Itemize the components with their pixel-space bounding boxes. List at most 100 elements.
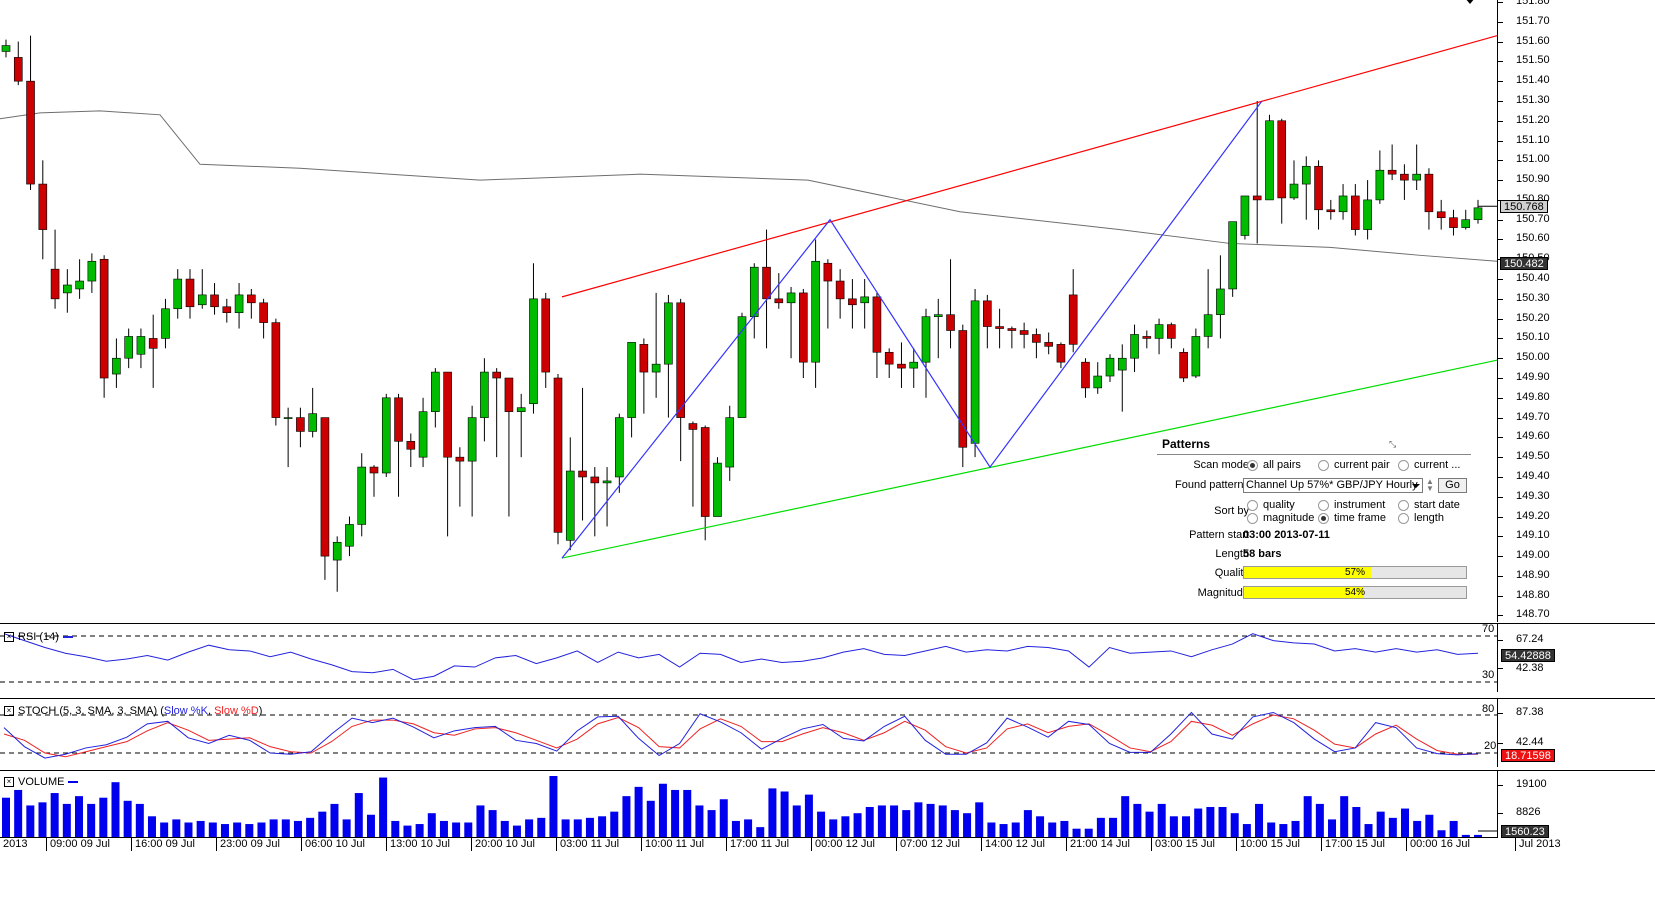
volume-bar	[1364, 824, 1373, 838]
volume-bar	[318, 811, 327, 838]
candle-down	[553, 377, 563, 533]
volume-bar	[160, 822, 169, 838]
sort-magnitude-radio[interactable]: magnitude	[1247, 512, 1314, 524]
volume-bar	[281, 819, 290, 838]
tickmark	[1498, 417, 1503, 419]
stoch-panel[interactable]: × STOCH (5, 3, SMA, 3, SMA) (Slow %K, Slo…	[0, 698, 1655, 767]
candle-down	[799, 292, 808, 363]
tickmark	[1498, 358, 1503, 360]
scan-current-other-radio[interactable]: current ...	[1398, 459, 1460, 471]
rsi-chart[interactable]	[0, 624, 1497, 692]
volume-bar	[658, 783, 667, 838]
volume-bar	[87, 803, 96, 838]
volume-bar	[573, 819, 582, 838]
volume-bar	[184, 822, 193, 838]
volume-bar	[585, 817, 594, 838]
volume-bar	[123, 800, 132, 838]
candle-down	[1044, 342, 1053, 347]
found-patterns-select[interactable]: Channel Up 57%* GBP/JPY Hourly	[1243, 478, 1423, 493]
rsi-current-tag: 54.42888	[1501, 649, 1555, 662]
candle-up	[283, 417, 293, 419]
tickmark	[1498, 713, 1503, 714]
price-tick-label: 150.40	[1516, 272, 1550, 285]
candle-up	[1363, 199, 1372, 230]
volume-tick-high: 19100	[1516, 778, 1547, 790]
tickmark	[1498, 397, 1503, 399]
scan-current-pair-radio[interactable]: current pair	[1318, 459, 1390, 471]
candle-down	[884, 351, 894, 365]
candle-up	[136, 336, 146, 355]
length-value: 58 bars	[1243, 548, 1282, 560]
patterns-panel[interactable]: Patterns ⤡ Scan mode all pairs current p…	[1157, 437, 1471, 605]
collapse-icon[interactable]: ×	[4, 632, 14, 643]
volume-bar	[1413, 820, 1422, 838]
volume-bar	[634, 786, 643, 838]
collapse-icon[interactable]: ×	[4, 777, 14, 788]
volume-bar	[293, 820, 302, 838]
volume-panel[interactable]: × VOLUME 19100 8826 1560.23	[0, 770, 1655, 838]
time-axis-label: 06:00 10 Jul	[301, 838, 365, 851]
stoch-tick-high: 87.38	[1516, 706, 1544, 718]
sort-quality-radio[interactable]: quality	[1247, 499, 1295, 511]
sort-length-radio[interactable]: length	[1398, 512, 1444, 524]
stoch-k-label: Slow %K	[163, 705, 208, 717]
radio-icon	[1398, 512, 1409, 524]
volume-bar	[99, 797, 108, 838]
spinner-icon[interactable]: ▲ ▼	[1426, 477, 1434, 493]
candle-down	[762, 266, 771, 300]
tickmark	[1498, 318, 1503, 320]
quality-value: 57%	[1344, 567, 1365, 578]
radio-icon	[1318, 459, 1329, 471]
candle-down	[247, 294, 256, 304]
time-axis-label: 14:00 12 Jul	[981, 838, 1045, 851]
volume-chart[interactable]	[0, 771, 1497, 838]
collapse-icon[interactable]: ×	[4, 706, 14, 717]
go-button[interactable]: Go	[1438, 478, 1467, 493]
volume-bar	[975, 802, 984, 838]
price-tick-label: 149.80	[1516, 390, 1550, 403]
candle-up	[1216, 288, 1225, 315]
candle-down	[1351, 195, 1360, 230]
volume-bar	[1133, 803, 1142, 838]
candle-down	[1449, 217, 1458, 228]
candle-down	[26, 80, 35, 185]
volume-bar	[1291, 820, 1300, 838]
volume-bar	[269, 819, 278, 838]
found-patterns-value: Channel Up 57%* GBP/JPY Hourly	[1246, 479, 1418, 491]
volume-bar	[26, 805, 35, 838]
price-tick-label: 149.40	[1516, 469, 1550, 482]
price-tick-label: 151.10	[1516, 133, 1550, 146]
price-chart[interactable]	[0, 0, 1497, 622]
rsi-panel[interactable]: × RSI (14) 70 30 67.24 42.38 54.42888	[0, 623, 1655, 692]
resize-handle-icon[interactable]: ⤡	[1389, 439, 1397, 449]
volume-bar	[38, 802, 47, 838]
price-tick-label: 149.70	[1516, 410, 1550, 423]
rsi-current-value: 54.42888	[1505, 650, 1551, 662]
scan-all-pairs-radio[interactable]: all pairs	[1247, 459, 1301, 471]
volume-bar	[379, 777, 388, 838]
time-axis-label: 03:00 11 Jul	[556, 838, 619, 851]
sort-time-frame-radio[interactable]: time frame	[1318, 512, 1386, 524]
sort-start-date-radio[interactable]: start date	[1398, 499, 1460, 511]
candle-down	[13, 57, 23, 82]
volume-bar	[877, 805, 886, 838]
price-panel[interactable]: 151.80 151.70 151.60 151.50 151.40 151.30 151.…	[0, 0, 1655, 622]
candle-down	[946, 314, 955, 331]
stoch-tick-low: 42.44	[1516, 736, 1544, 748]
volume-bar	[220, 824, 229, 838]
scan-current-other-label: current ...	[1414, 459, 1461, 471]
stoch-chart[interactable]	[0, 699, 1497, 767]
volume-bar	[1145, 811, 1154, 838]
volume-bar	[841, 816, 850, 838]
sort-instrument-radio[interactable]: instrument	[1318, 499, 1385, 511]
tickmark	[1498, 640, 1503, 641]
rsi-level-high: 70	[1482, 623, 1495, 635]
volume-bar	[366, 814, 375, 838]
candle-down	[38, 183, 48, 230]
candle-up	[1228, 221, 1237, 290]
volume-bar	[1352, 807, 1361, 838]
found-patterns-row: Found patterns Channel Up 57%* GBP/JPY H…	[1157, 478, 1471, 494]
volume-bar	[1036, 816, 1045, 838]
support-line	[561, 359, 1497, 559]
rsi-tick-low: 42.38	[1516, 662, 1544, 674]
